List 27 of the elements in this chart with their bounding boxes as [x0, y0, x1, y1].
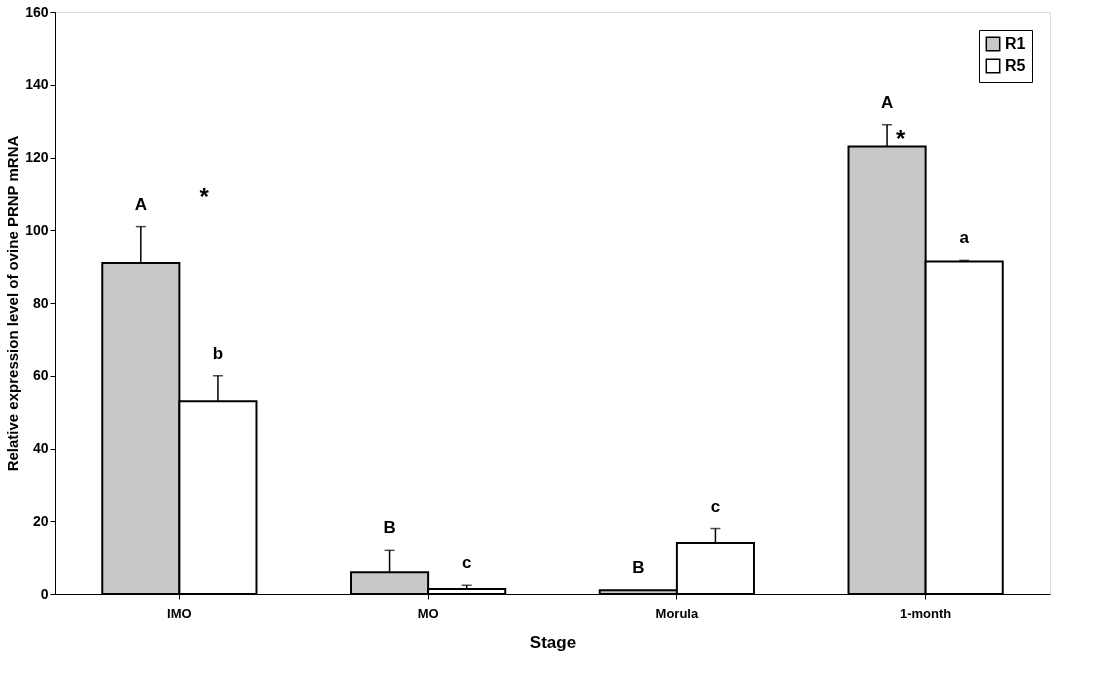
data-label: a — [959, 228, 970, 248]
y-tick-label: 160 — [25, 3, 49, 20]
y-tick-label: 0 — [40, 585, 49, 602]
x-tick-label: 1-month — [899, 605, 952, 621]
x-tick-label: IMO — [167, 605, 192, 621]
x-axis-title: Stage — [529, 632, 577, 652]
x-tick-label: MO — [417, 605, 439, 621]
annotation: * — [199, 183, 210, 211]
annotation: * — [896, 125, 907, 153]
data-label: A — [134, 194, 147, 214]
x-tick-label: Morula — [655, 605, 699, 621]
y-axis-title: Relative expression level of ovine PRNP mRNA — [4, 135, 22, 472]
y-tick-label: 40 — [32, 440, 49, 456]
y-tick-label: 120 — [25, 149, 49, 165]
data-label: c — [710, 496, 721, 516]
y-tick-label: 100 — [25, 221, 49, 238]
y-tick-label: 80 — [32, 294, 49, 311]
data-label: B — [383, 518, 396, 538]
y-tick-label: 60 — [32, 367, 49, 384]
y-tick-label: 20 — [32, 512, 49, 529]
legend-label: R5 — [1005, 57, 1026, 74]
y-tick-label: 140 — [25, 76, 49, 93]
legend-label: R1 — [1005, 35, 1026, 52]
data-label: c — [461, 553, 472, 573]
data-label: A — [880, 92, 894, 112]
data-label: b — [212, 343, 224, 363]
data-label: B — [632, 558, 645, 578]
